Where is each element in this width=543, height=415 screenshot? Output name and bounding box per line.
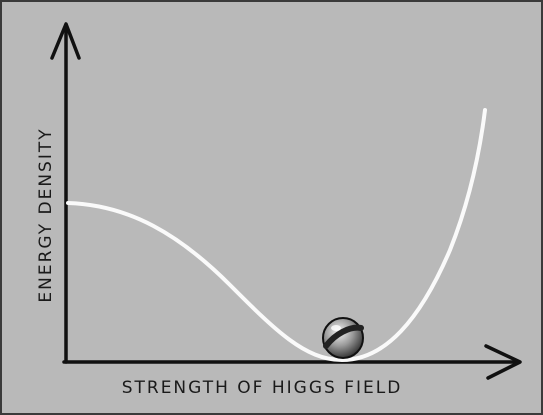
y-axis-label: ENERGY DENSITY [36, 127, 56, 302]
y-axis-arrow [50, 22, 81, 60]
potential-curve [66, 108, 487, 363]
ball [322, 317, 364, 359]
x-axis-arrow [484, 344, 522, 380]
x-axis-label: STRENGTH OF HIGGS FIELD [122, 378, 403, 398]
